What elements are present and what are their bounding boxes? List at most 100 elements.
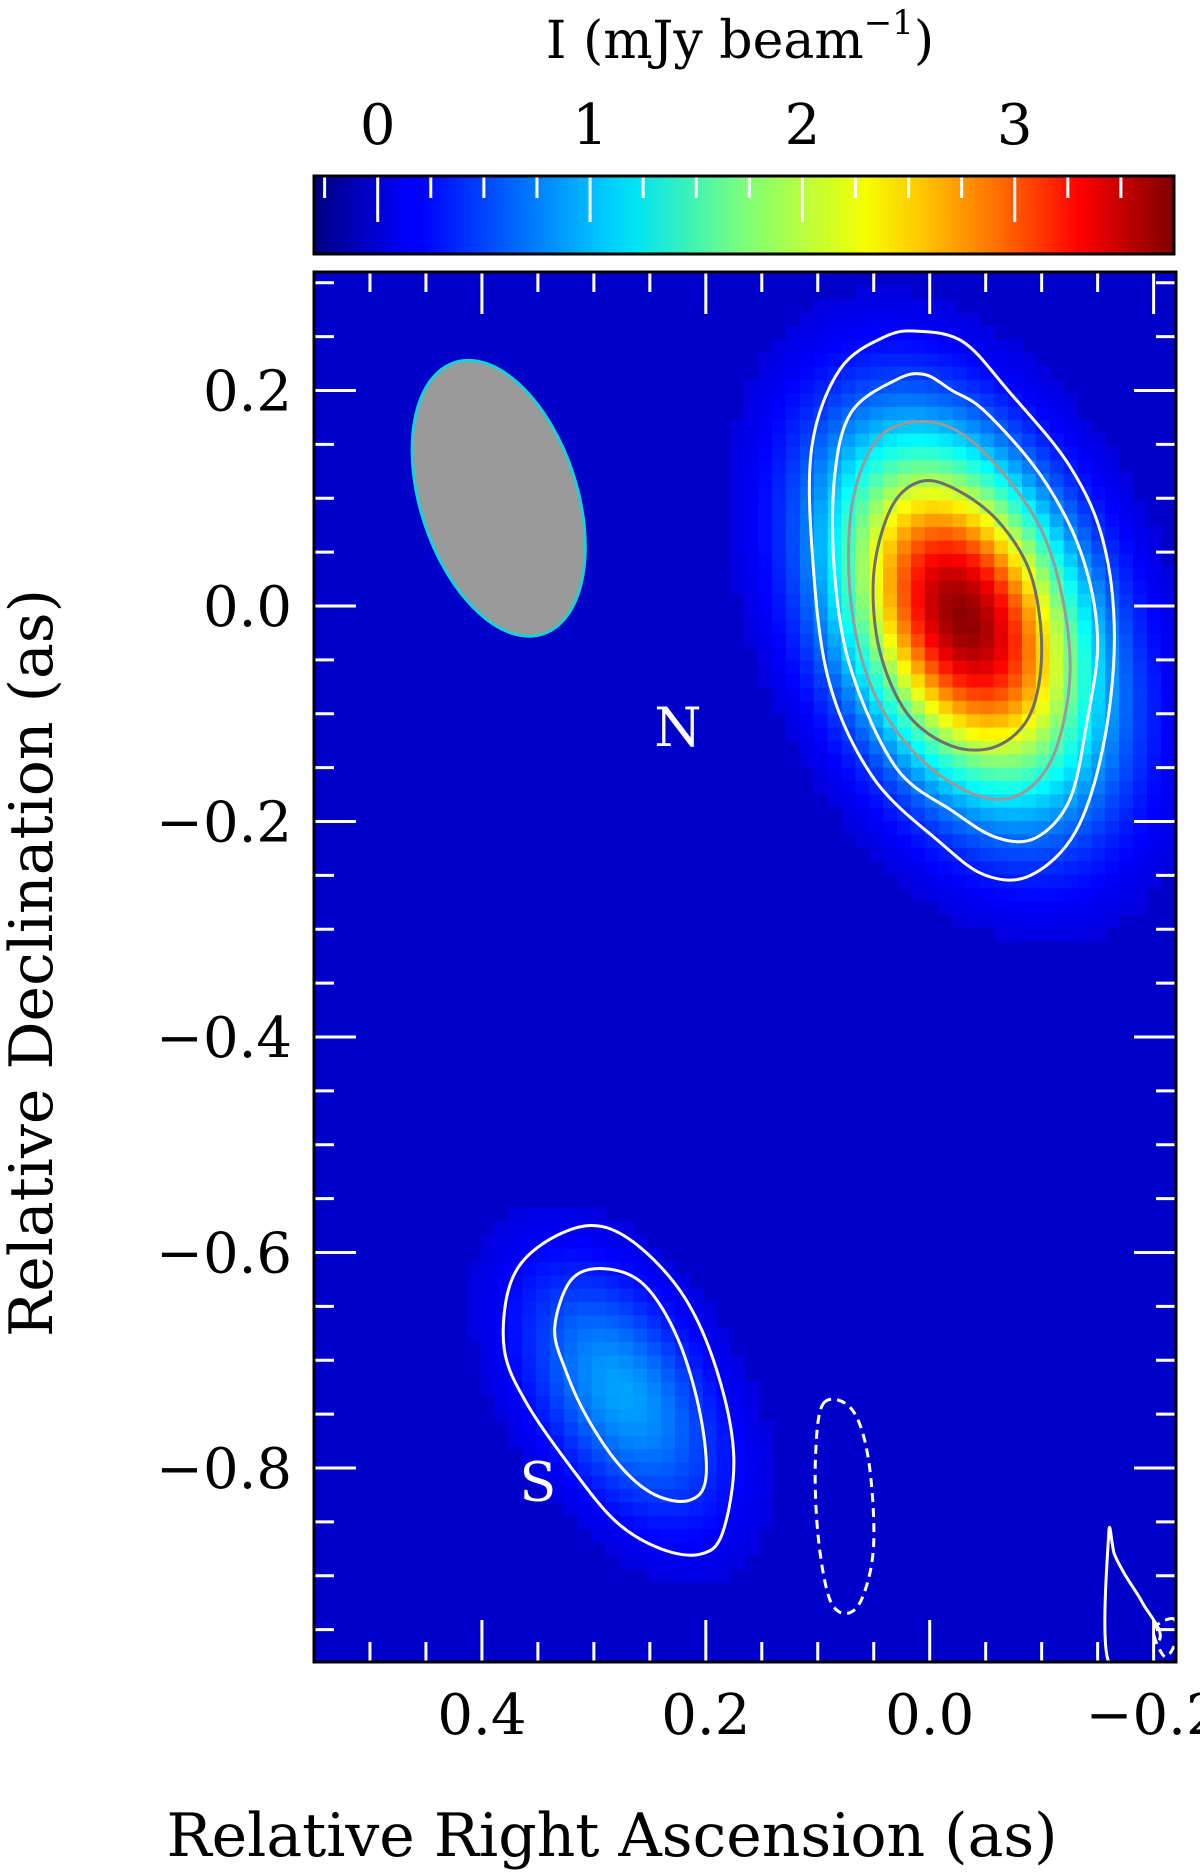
heatmap-pixel — [799, 553, 815, 568]
heatmap-pixel — [910, 352, 926, 367]
heatmap-pixel — [1146, 659, 1162, 675]
heatmap-pixel — [827, 526, 843, 541]
heatmap-pixel — [647, 1461, 662, 1476]
heatmap-pixel — [661, 1341, 676, 1356]
heatmap-pixel — [855, 606, 871, 621]
heatmap-pixel — [730, 472, 746, 487]
heatmap-pixel — [897, 766, 912, 781]
heatmap-pixel — [744, 459, 759, 474]
heatmap-pixel — [688, 1501, 704, 1516]
heatmap-pixel — [508, 1314, 523, 1329]
heatmap-pixel — [855, 379, 871, 394]
heatmap-pixel — [827, 512, 843, 528]
heatmap-pixel — [1049, 406, 1065, 421]
heatmap-pixel — [758, 486, 773, 501]
heatmap-pixel — [855, 793, 871, 808]
heatmap-pixel — [1049, 646, 1065, 661]
heatmap-pixel — [772, 539, 787, 554]
heatmap-pixel — [841, 379, 857, 394]
heatmap-pixel — [938, 820, 954, 835]
heatmap-pixel — [550, 1247, 565, 1262]
heatmap-pixel — [924, 499, 940, 514]
heatmap-pixel — [661, 1354, 676, 1369]
heatmap-pixel — [1133, 900, 1148, 915]
heatmap-pixel — [1035, 873, 1051, 888]
heatmap-pixel — [508, 1408, 523, 1423]
heatmap-pixel — [633, 1488, 648, 1503]
heatmap-pixel — [786, 646, 801, 661]
heatmap-pixel — [1022, 860, 1037, 875]
heatmap-pixel — [508, 1354, 523, 1369]
heatmap-pixel — [633, 1341, 648, 1356]
heatmap-pixel — [1119, 486, 1134, 501]
heatmap-pixel — [1022, 379, 1037, 394]
heatmap-pixel — [1119, 900, 1134, 915]
heatmap-pixel — [827, 740, 843, 755]
heatmap-pixel — [883, 806, 898, 822]
heatmap-pixel — [938, 700, 954, 715]
heatmap-pixel — [813, 325, 829, 341]
heatmap-pixel — [952, 833, 968, 848]
heatmap-pixel — [924, 512, 940, 528]
heatmap-pixel — [910, 753, 926, 768]
heatmap-pixel — [910, 312, 926, 327]
heatmap-pixel — [661, 1528, 676, 1543]
heatmap-pixel — [966, 512, 982, 528]
heatmap-pixel — [563, 1354, 579, 1369]
heatmap-pixel — [1133, 593, 1148, 608]
heatmap-pixel — [966, 366, 982, 381]
heatmap-pixel — [466, 1314, 482, 1329]
heatmap-pixel — [1133, 633, 1148, 648]
heatmap-pixel — [799, 566, 815, 581]
heatmap-pixel — [1077, 659, 1093, 675]
heatmap-pixel — [1077, 646, 1093, 661]
heatmap-pixel — [994, 619, 1009, 634]
heatmap-pixel — [1133, 847, 1148, 862]
y-tick-label: −0.2 — [156, 791, 292, 856]
heatmap-pixel — [1119, 700, 1134, 715]
heatmap-pixel — [980, 753, 995, 768]
heatmap-pixel — [855, 432, 871, 447]
heatmap-pixel — [1063, 913, 1079, 928]
heatmap-pixel — [619, 1448, 635, 1463]
heatmap-pixel — [702, 1381, 718, 1396]
heatmap-pixel — [1160, 806, 1176, 822]
heatmap-pixel — [1008, 566, 1023, 581]
heatmap-pixel — [480, 1354, 496, 1369]
heatmap-pixel — [786, 579, 801, 594]
heatmap-pixel — [758, 1501, 773, 1516]
heatmap-pixel — [1133, 887, 1148, 902]
heatmap-pixel — [938, 860, 954, 875]
heatmap-pixel — [841, 312, 857, 327]
heatmap-pixel — [744, 1541, 759, 1556]
heatmap-pixel — [480, 1287, 496, 1303]
heatmap-pixel — [619, 1461, 635, 1476]
contour-neg-1 — [813, 1397, 876, 1615]
heatmap-pixel — [522, 1314, 537, 1329]
heatmap-pixel — [897, 459, 912, 474]
heatmap-pixel — [786, 392, 801, 407]
heatmap-pixel — [605, 1381, 621, 1396]
heatmap-pixel — [786, 379, 801, 394]
heatmap-pixel — [952, 659, 968, 675]
heatmap-pixel — [1022, 392, 1037, 407]
heatmap-pixel — [730, 459, 746, 474]
heatmap-pixel — [730, 1501, 746, 1516]
heatmap-pixel — [841, 472, 857, 487]
heatmap-pixel — [591, 1301, 607, 1316]
y-tick-label: −0.6 — [156, 1222, 292, 1287]
heatmap-pixel — [1077, 927, 1093, 942]
heatmap-pixel — [952, 352, 968, 367]
heatmap-pixel — [563, 1341, 579, 1356]
heatmap-pixel — [577, 1448, 593, 1463]
x-axis-label: Relative Right Ascension (as) — [166, 1801, 1057, 1871]
heatmap-pixel — [536, 1381, 551, 1396]
heatmap-pixel — [1035, 619, 1051, 634]
heatmap-pixel — [536, 1341, 551, 1356]
axis-ticks — [312, 272, 1176, 1662]
heatmap-pixel — [924, 539, 940, 554]
heatmap-pixel — [952, 753, 968, 768]
heatmap-pixel — [1077, 459, 1093, 474]
heatmap-pixel — [883, 312, 898, 327]
heatmap-pixel — [1146, 753, 1162, 768]
